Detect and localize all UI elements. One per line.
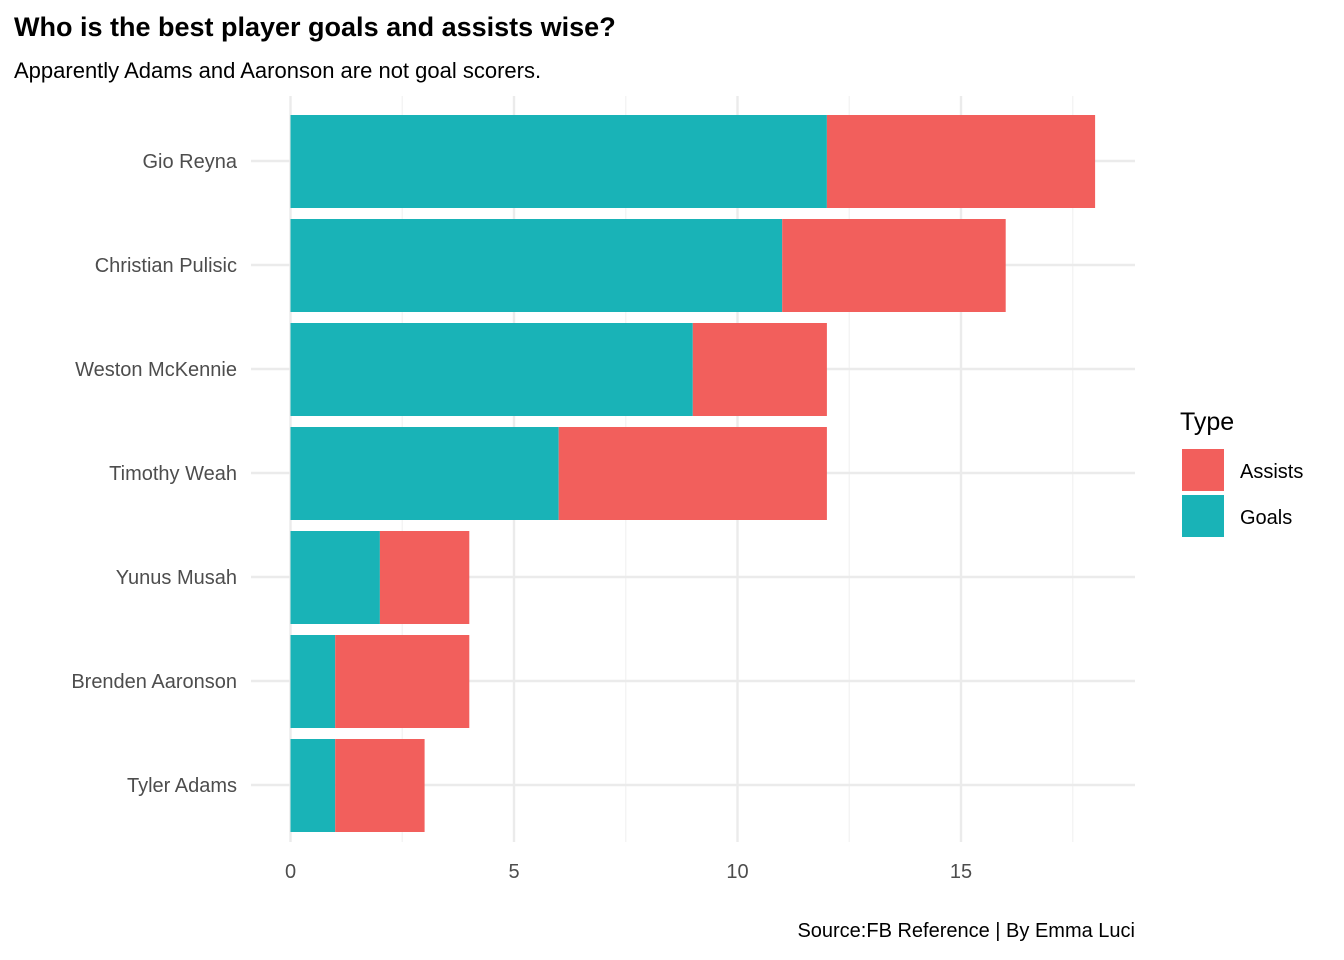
bar-goals	[290, 219, 783, 312]
bar-assists	[782, 219, 1006, 312]
legend-title: Type	[1180, 408, 1234, 436]
bar-assists	[692, 323, 827, 416]
category-label: Gio Reyna	[143, 151, 238, 173]
category-label: Yunus Musah	[116, 567, 237, 589]
category-label: Weston McKennie	[75, 359, 237, 381]
chart-caption: Source:FB Reference | By Emma Luci	[797, 920, 1135, 942]
x-tick-label: 5	[508, 861, 519, 883]
legend-swatch	[1182, 495, 1224, 537]
legend-swatch	[1182, 449, 1224, 491]
category-label: Tyler Adams	[127, 775, 237, 797]
chart-subtitle: Apparently Adams and Aaronson are not go…	[14, 58, 542, 83]
x-tick-label: 10	[726, 861, 748, 883]
bar-goals	[290, 739, 336, 832]
bar-goals	[290, 635, 336, 728]
x-axis-labels: 0 5 10 15	[285, 861, 972, 883]
category-label: Christian Pulisic	[95, 255, 237, 277]
legend: Type Assists Goals	[1180, 408, 1303, 537]
legend-label: Goals	[1240, 507, 1292, 529]
category-label: Brenden Aaronson	[71, 671, 237, 693]
bar-goals	[290, 115, 827, 208]
bar-assists	[379, 531, 470, 624]
category-label: Timothy Weah	[109, 463, 237, 485]
bar-goals	[290, 323, 693, 416]
bar-goals	[290, 427, 559, 520]
bar-assists	[558, 427, 827, 520]
bar-assists	[826, 115, 1096, 208]
bar-assists	[335, 739, 425, 832]
bars	[290, 115, 1096, 832]
chart-title: Who is the best player goals and assists…	[14, 12, 616, 42]
legend-label: Assists	[1240, 461, 1303, 483]
x-tick-label: 0	[285, 861, 296, 883]
y-axis-labels: Gio Reyna Christian Pulisic Weston McKenni…	[71, 151, 238, 797]
bar-assists	[335, 635, 470, 728]
x-tick-label: 15	[950, 861, 972, 883]
bar-goals	[290, 531, 380, 624]
